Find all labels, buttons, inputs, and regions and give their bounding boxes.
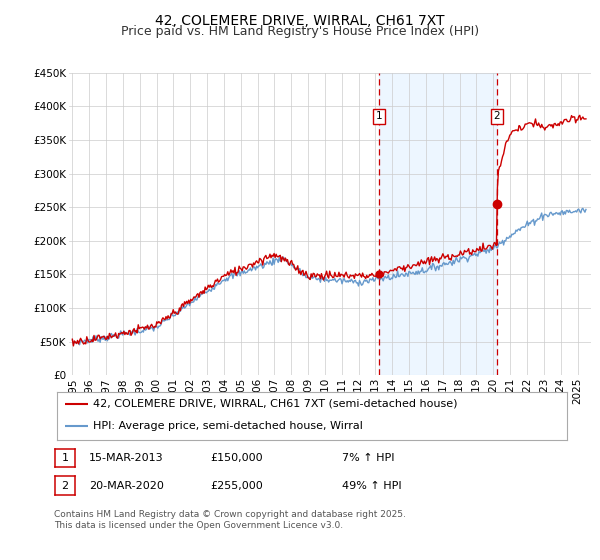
Text: 2: 2 xyxy=(493,111,500,122)
Text: 1: 1 xyxy=(62,453,68,463)
Text: 20-MAR-2020: 20-MAR-2020 xyxy=(89,480,164,491)
Text: £150,000: £150,000 xyxy=(210,453,263,463)
Bar xyxy=(379,73,497,375)
Text: 2: 2 xyxy=(62,480,68,491)
Text: 7% ↑ HPI: 7% ↑ HPI xyxy=(342,453,395,463)
Text: 1: 1 xyxy=(376,111,382,122)
Text: 42, COLEMERE DRIVE, WIRRAL, CH61 7XT (semi-detached house): 42, COLEMERE DRIVE, WIRRAL, CH61 7XT (se… xyxy=(93,399,457,409)
Text: Contains HM Land Registry data © Crown copyright and database right 2025.
This d: Contains HM Land Registry data © Crown c… xyxy=(54,510,406,530)
Text: 49% ↑ HPI: 49% ↑ HPI xyxy=(342,480,401,491)
Text: 42, COLEMERE DRIVE, WIRRAL, CH61 7XT: 42, COLEMERE DRIVE, WIRRAL, CH61 7XT xyxy=(155,14,445,28)
Text: 15-MAR-2013: 15-MAR-2013 xyxy=(89,453,163,463)
Text: Price paid vs. HM Land Registry's House Price Index (HPI): Price paid vs. HM Land Registry's House … xyxy=(121,25,479,38)
Text: £255,000: £255,000 xyxy=(210,480,263,491)
Text: HPI: Average price, semi-detached house, Wirral: HPI: Average price, semi-detached house,… xyxy=(93,421,362,431)
